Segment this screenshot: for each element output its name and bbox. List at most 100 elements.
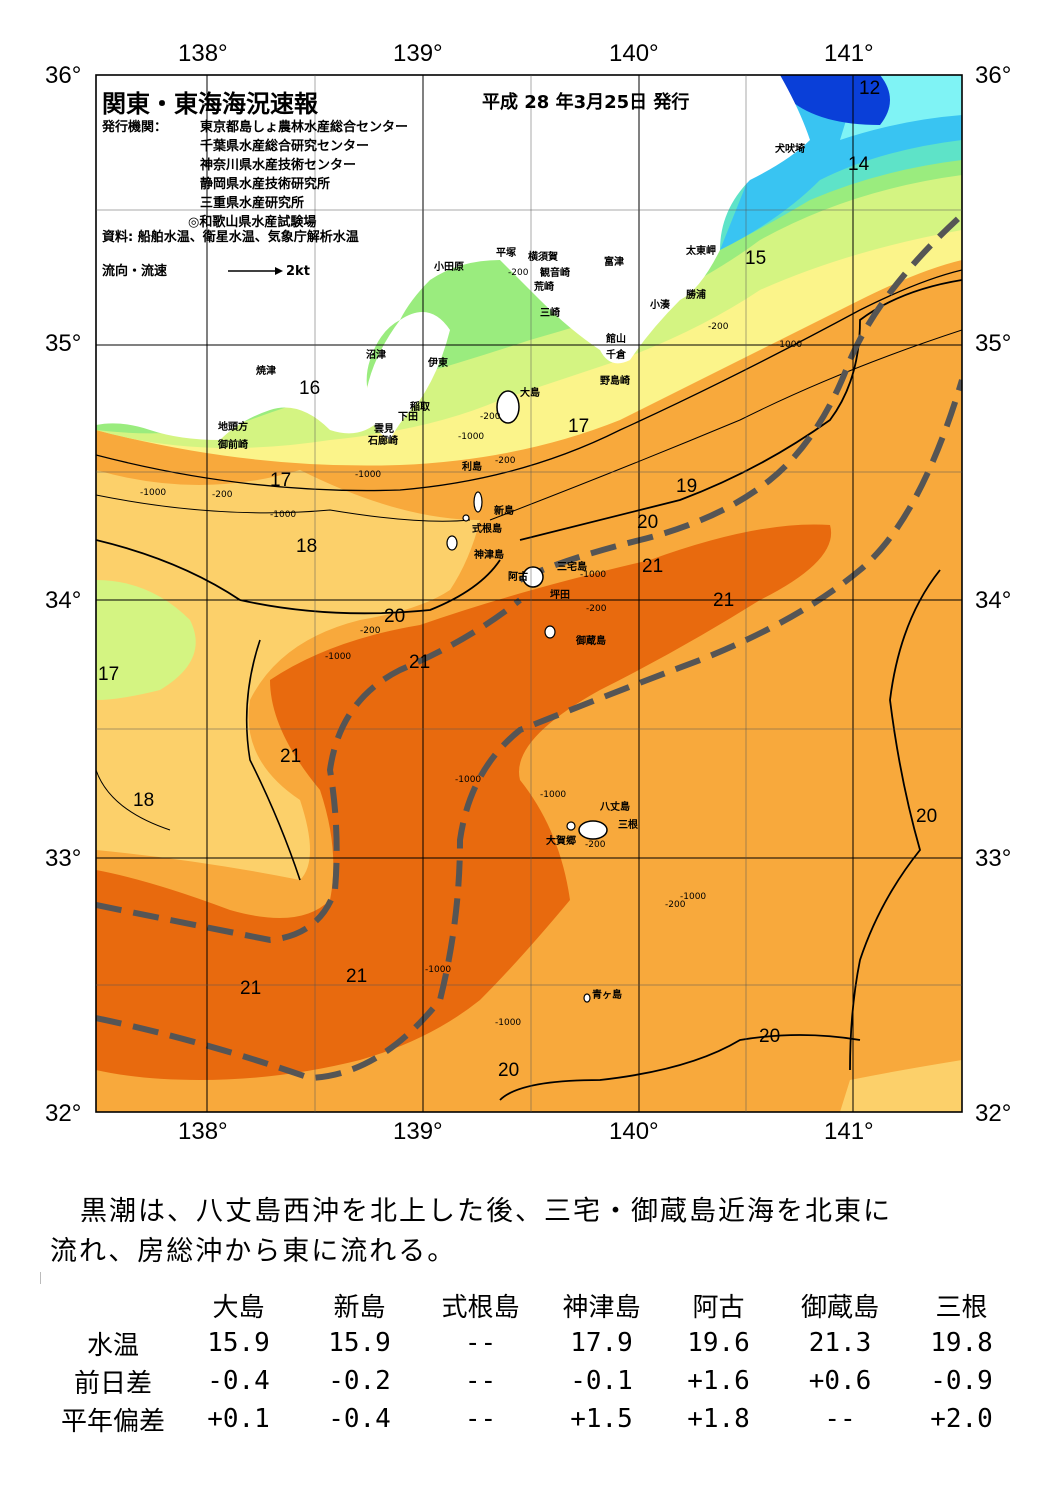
column-header: 御蔵島 [800, 1292, 879, 1323]
place-name-label: 御前崎 [218, 440, 248, 451]
lat-left-label: 34° [45, 587, 82, 614]
place-name-label: 石廊崎 [368, 436, 398, 447]
izu-peninsula [365, 312, 450, 440]
table-cell: -0.2 [328, 1366, 391, 1396]
place-name-label: 野島崎 [600, 376, 630, 387]
description-line: 流れ、房総沖から東に流れる。 [50, 1236, 457, 1267]
place-name-label: 坪田 [550, 590, 570, 601]
table-cell: -- [824, 1404, 856, 1434]
depth-contour-label: -1000 [325, 652, 352, 662]
sea-se-light-region [840, 1060, 962, 1112]
isotherm-20-west [96, 539, 501, 615]
land-mass [96, 75, 810, 440]
place-name-label: 千倉 [606, 350, 626, 361]
place-name-label: 横須賀 [528, 252, 558, 263]
table-cell: 15.9 [207, 1328, 270, 1358]
place-name-label: 大賀郷 [546, 836, 576, 847]
kozushima-island [446, 535, 458, 551]
place-name-label: 三崎 [540, 308, 560, 319]
column-header: 三根 [935, 1292, 988, 1323]
legend-scale: 2kt [286, 264, 310, 279]
column-header: 神津島 [562, 1292, 641, 1323]
table-row: 前日差 -0.4 -0.2 -- -0.1 +1.6 +0.6 -0.9 [48, 1362, 1018, 1400]
mikurajima-island [544, 625, 556, 639]
table-cell: 19.8 [930, 1328, 993, 1358]
place-name-label: 小田原 [434, 262, 464, 273]
place-name-label: 式根島 [472, 524, 502, 535]
aogashima-island [583, 993, 591, 1003]
row-label: 平年偏差 [60, 1406, 165, 1437]
place-name-label: 観音崎 [540, 268, 570, 279]
place-name-label: 新島 [494, 506, 514, 517]
legend-arrow-head [275, 267, 283, 275]
table-header-row: 大島 新島 式根島 神津島 阿古 御蔵島 三根 [48, 1286, 1018, 1324]
lat-left-label: 36° [45, 62, 82, 89]
miyakejima-island [522, 566, 544, 588]
depth-contour-label: -1000 [680, 892, 707, 902]
lon-bottom-label: 139° [393, 1118, 443, 1145]
hachijokojima-island [566, 821, 576, 831]
lat-right-label: 34° [975, 587, 1012, 614]
isotherm-label: 18 [133, 790, 155, 811]
table-cell: +1.5 [570, 1404, 633, 1434]
depth-contour-label: -1000 [455, 775, 482, 785]
map-title: 関東・東海海況速報 [102, 90, 318, 118]
isotherm-label: 20 [916, 806, 938, 827]
oshima-island [496, 390, 520, 424]
publisher-item: 三重県水産研究所 [200, 196, 305, 211]
depth-contour-label: -200 [585, 840, 606, 850]
depth-contour-label: -200 [212, 490, 233, 500]
isotherm-label: 21 [240, 978, 262, 999]
isotherm-label: 17 [98, 664, 120, 685]
lat-left-label: 35° [45, 330, 82, 357]
isotherm-label: 21 [346, 966, 368, 987]
isotherm-18-west [96, 769, 171, 831]
place-name-label: 稲取 [410, 402, 430, 413]
lat-right-label: 35° [975, 330, 1012, 357]
publisher-item: 神奈川県水産技術センター [200, 158, 357, 173]
depth-contour-label: -200 [495, 456, 516, 466]
isotherm-label: 18 [296, 536, 318, 557]
place-name-label: 富津 [604, 257, 624, 268]
kuroshio-description: 黒潮は、八丈島西沖を北上した後、三宅・御蔵島近海を北東に 流れ、房総沖から東に流… [50, 1192, 1020, 1272]
place-name-label: 犬吠埼 [775, 144, 805, 155]
publisher-list: 東京都島しょ農林水産総合センター 千葉県水産総合研究センター 神奈川県水産技術セ… [188, 118, 409, 232]
isotherm-21-west [245, 639, 301, 881]
isotherm-17 [96, 269, 962, 492]
issue-date: 平成 28 年3月25日 発行 [482, 92, 690, 113]
place-name-label: 伊東 [428, 358, 448, 369]
table-cell: +0.6 [808, 1366, 872, 1396]
table-cell: -0.4 [328, 1404, 391, 1434]
lat-right-label: 33° [975, 845, 1012, 872]
lon-bottom-label: 141° [824, 1118, 874, 1145]
publisher-item: 東京都島しょ農林水産総合センター [200, 120, 409, 135]
isotherm-label: 20 [384, 606, 406, 627]
depth-contour-label: -1000 [425, 965, 452, 975]
table-cell: +1.8 [687, 1404, 750, 1434]
place-name-label: 焼津 [256, 366, 276, 377]
isotherm-label: 20 [498, 1060, 520, 1081]
place-name-label: 大島 [520, 388, 540, 399]
lat-right-label: 32° [975, 1100, 1012, 1127]
description-line: 黒潮は、八丈島西沖を北上した後、三宅・御蔵島近海を北東に [80, 1196, 892, 1227]
divider-mark [40, 1272, 41, 1284]
isotherm-19 [489, 329, 962, 521]
lon-bottom-label: 140° [609, 1118, 659, 1145]
depth-contour-label: -1000 [458, 432, 485, 442]
data-sources: 資料: 船舶水温、衛星水温、気象庁解析水温 [102, 230, 359, 245]
isotherm-label: 15 [745, 248, 767, 269]
lon-bottom-label: 138° [178, 1118, 228, 1145]
column-header: 新島 [333, 1292, 386, 1323]
table-cell: +1.6 [687, 1366, 750, 1396]
isotherm-label: 16 [299, 378, 321, 399]
isotherm-18 [96, 494, 471, 522]
isotherm-label: 17 [568, 416, 590, 437]
depth-contour-label: -1000 [270, 510, 297, 520]
isotherm-label: 21 [642, 556, 664, 577]
depth-contour-label: -200 [360, 626, 381, 636]
row-label: 水温 [86, 1330, 139, 1361]
ne-cold-deep-region [780, 75, 890, 125]
isotherm-label: 17 [270, 470, 292, 491]
isotherm-20-south [499, 1034, 861, 1101]
lon-top-label: 138° [178, 40, 228, 67]
